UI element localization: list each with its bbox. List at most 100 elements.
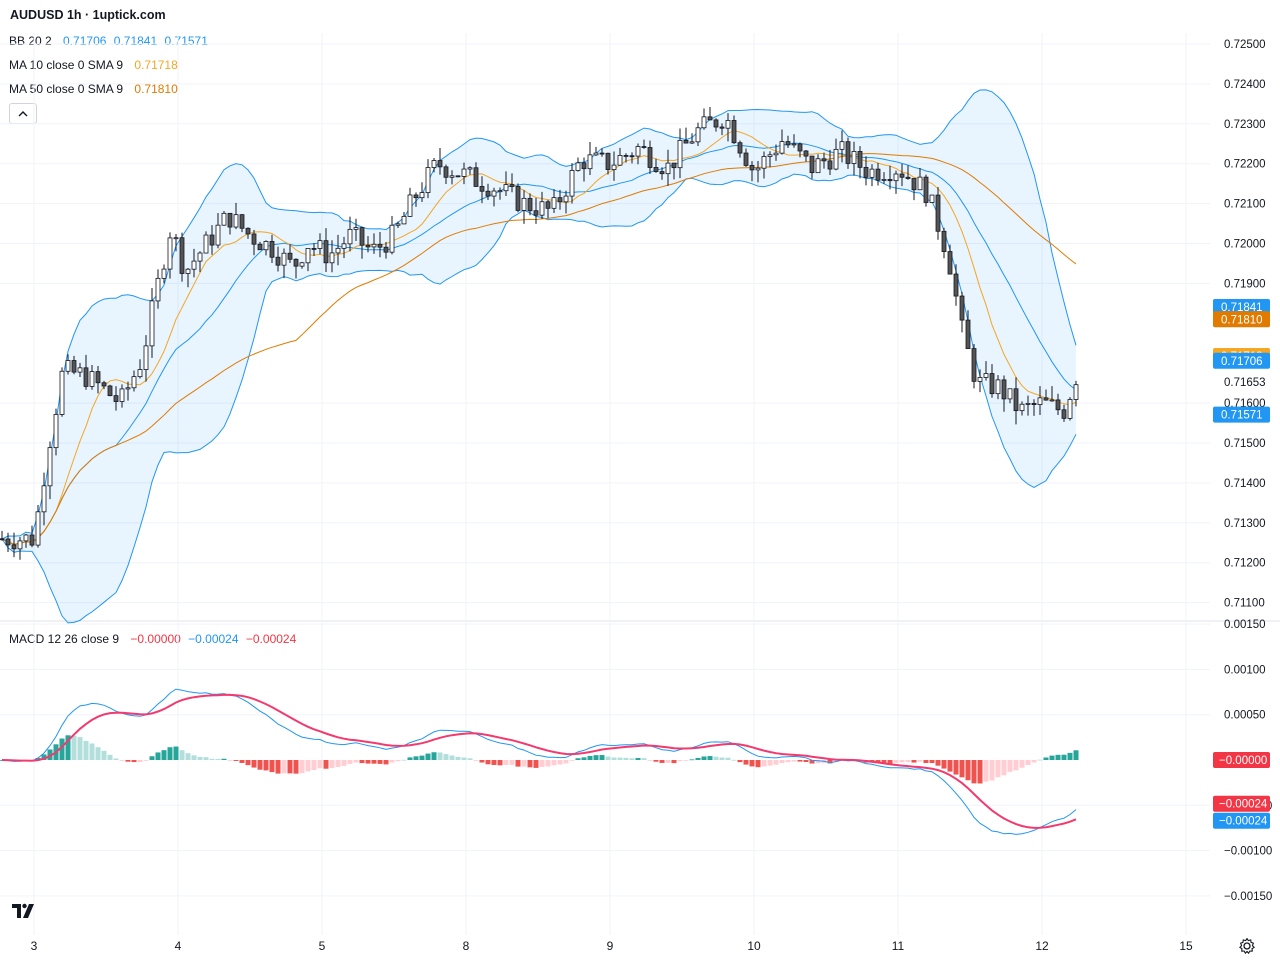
macd-histogram-bar[interactable] [383,760,389,765]
candle[interactable] [29,525,35,548]
macd-histogram-bar[interactable] [581,757,587,760]
macd-histogram-bar[interactable] [605,756,611,760]
candle[interactable] [239,213,245,233]
candle[interactable] [635,143,641,165]
macd-histogram-bar[interactable] [293,760,299,774]
candle[interactable] [299,261,305,269]
candle[interactable] [77,362,83,378]
macd-histogram-bar[interactable] [305,760,311,772]
macd-histogram-bar[interactable] [41,754,47,760]
macd-histogram-bar[interactable] [191,755,197,760]
candle[interactable] [53,408,59,456]
candle[interactable] [131,370,137,392]
macd-histogram-bar[interactable] [281,760,287,774]
candle[interactable] [113,386,119,411]
macd-histogram-bar[interactable] [611,757,617,760]
candle[interactable] [1019,401,1025,416]
candle[interactable] [605,152,611,175]
gear-icon[interactable] [1238,937,1256,955]
macd-histogram-bar[interactable] [989,760,995,781]
macd-histogram-bar[interactable] [449,755,455,760]
macd-histogram-bar[interactable] [899,760,905,763]
macd-histogram-bar[interactable] [359,760,365,764]
candle[interactable] [701,108,707,130]
candle[interactable] [179,232,185,282]
candle[interactable] [893,170,899,194]
candle[interactable] [509,173,515,193]
candle[interactable] [125,381,131,401]
candle[interactable] [821,152,827,169]
candle[interactable] [227,212,233,235]
macd-pane[interactable] [0,688,1079,835]
macd-histogram-bar[interactable] [173,746,179,760]
candle[interactable] [1037,386,1043,416]
macd-histogram-bar[interactable] [1013,760,1019,771]
macd-histogram-bar[interactable] [377,760,383,764]
candle[interactable] [1031,399,1037,416]
macd-histogram-bar[interactable] [1067,752,1073,760]
macd-histogram-bar[interactable] [761,760,767,767]
candle[interactable] [119,384,125,408]
macd-histogram-bar[interactable] [533,760,539,768]
macd-histogram-bar[interactable] [905,760,911,763]
candle[interactable] [437,148,443,175]
macd-histogram-bar[interactable] [815,760,821,764]
candle[interactable] [515,183,521,213]
candle[interactable] [365,236,371,253]
candle[interactable] [659,167,665,180]
candle[interactable] [107,384,113,397]
macd-histogram-bar[interactable] [467,758,473,760]
macd-histogram-bar[interactable] [221,758,227,760]
candle[interactable] [1055,393,1061,416]
macd-histogram-bar[interactable] [653,760,659,762]
candle[interactable] [443,164,449,185]
macd-histogram-bar[interactable] [299,760,305,774]
macd-histogram-bar[interactable] [617,757,623,760]
candle[interactable] [731,115,737,144]
ma50-line[interactable] [1,153,1077,545]
macd-histogram-bar[interactable] [425,753,431,760]
candle[interactable] [35,505,41,548]
candle[interactable] [653,158,659,173]
macd-histogram-bar[interactable] [893,760,899,763]
candle[interactable] [95,365,101,394]
macd-histogram-bar[interactable] [251,760,257,768]
bollinger-lower-line[interactable] [1,173,1077,624]
candle[interactable] [521,190,527,224]
candle[interactable] [11,532,17,558]
candle[interactable] [725,113,731,142]
candle[interactable] [755,160,761,183]
candle[interactable] [767,151,773,168]
macd-histogram-bar[interactable] [509,760,515,765]
macd-histogram-bar[interactable] [563,760,569,764]
macd-histogram-bar[interactable] [521,760,527,767]
candle[interactable] [719,123,725,136]
candle[interactable] [497,187,503,200]
candle[interactable] [419,182,425,202]
candle[interactable] [353,218,359,241]
macd-histogram-bar[interactable] [485,760,491,765]
candle[interactable] [491,187,497,207]
candle[interactable] [377,231,383,258]
candle[interactable] [911,178,917,201]
candle[interactable] [143,335,149,382]
candle[interactable] [287,244,293,264]
macd-histogram-bar[interactable] [461,757,467,760]
candle[interactable] [599,148,605,157]
candle[interactable] [89,365,95,390]
candle[interactable] [233,202,239,230]
macd-histogram-bar[interactable] [161,750,167,760]
macd-histogram-bar[interactable] [665,760,671,763]
macd-histogram-bar[interactable] [143,760,149,761]
macd-histogram-bar[interactable] [497,760,503,766]
price-pane[interactable] [0,89,1079,624]
macd-histogram-bar[interactable] [1043,757,1049,760]
candle[interactable] [809,155,815,179]
candle[interactable] [533,197,539,224]
macd-histogram-bar[interactable] [749,760,755,767]
candle[interactable] [137,359,143,379]
candle[interactable] [977,369,983,393]
candle[interactable] [215,213,221,249]
candle[interactable] [539,191,545,220]
